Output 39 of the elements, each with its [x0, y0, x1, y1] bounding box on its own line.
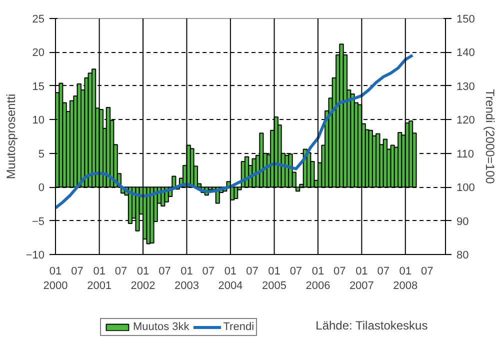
y2-tick-label: 140: [456, 47, 475, 60]
y2-tick-label: 130: [456, 80, 475, 93]
x-tick-label: 01 2005: [262, 266, 287, 292]
y-tick-label: 20: [32, 47, 45, 60]
y2-tick-label: 110: [456, 148, 474, 160]
legend-label: Trendi: [223, 321, 254, 333]
x-tick-label: 07: [246, 266, 258, 278]
legend-label: Muutos 3kk: [133, 321, 190, 333]
y2-tick-label: 120: [456, 114, 475, 127]
x-tick-label: 01 2006: [306, 266, 330, 292]
y2-tick-label: 100: [456, 182, 475, 194]
y2-axis-title: Trendi (2000=100: [482, 89, 497, 184]
x-tick-label: 01 2008: [393, 266, 418, 292]
y-tick-label: −10: [26, 250, 45, 262]
x-tick-label: 01 2003: [174, 266, 199, 292]
x-tick-label: 07: [158, 266, 171, 278]
x-tick-label: 01 2004: [218, 266, 243, 292]
x-tick-label: 01 2002: [130, 266, 156, 292]
x-tick-label: 01 2000: [43, 266, 68, 292]
x-tick-label: 01 2001: [87, 266, 112, 292]
y-tick-label: 5: [38, 148, 45, 160]
x-tick-label: 07: [290, 266, 302, 278]
y-tick-label: −5: [32, 216, 45, 228]
x-tick-label: 07: [334, 266, 346, 278]
y-tick-label: 10: [32, 114, 45, 127]
x-tick-label: 07: [71, 266, 84, 278]
x-tick-label: 07: [421, 266, 434, 278]
x-tick-label: 07: [377, 266, 390, 278]
y-tick-label: 15: [32, 80, 45, 93]
x-tick-label: 07: [202, 266, 215, 278]
y2-tick-label: 80: [456, 250, 469, 262]
y-tick-label: 0: [38, 182, 45, 194]
y2-tick-label: 90: [456, 216, 469, 228]
y2-tick-label: 150: [456, 14, 475, 26]
x-tick-label: 01 2007: [349, 266, 374, 292]
x-tick-label: 07: [114, 266, 128, 278]
text: Lähde: Tilastokeskus: [316, 318, 428, 332]
y-axis-title: Muutosprosentti: [4, 94, 18, 180]
y-tick-label: 25: [32, 14, 45, 26]
